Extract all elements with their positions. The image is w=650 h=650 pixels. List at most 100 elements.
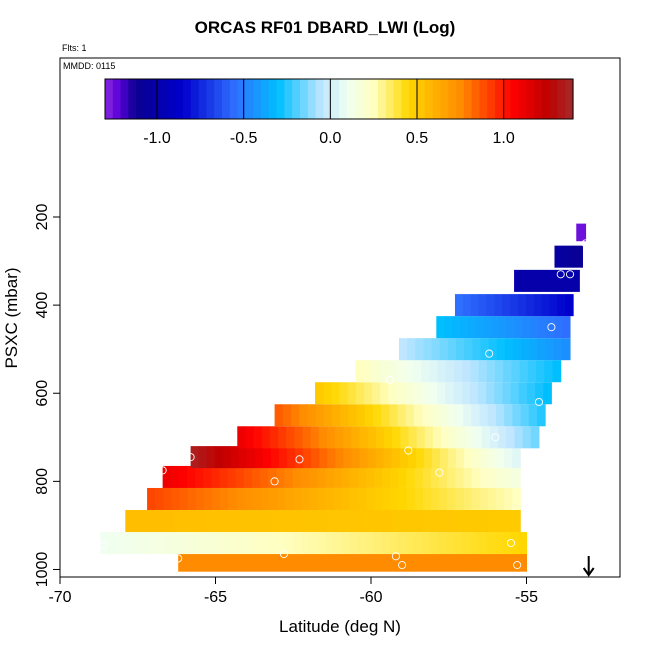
- heatmap-cell: [227, 465, 237, 488]
- heatmap-cell: [286, 426, 295, 449]
- heatmap-cell: [437, 382, 446, 405]
- heatmap-cell: [399, 446, 409, 469]
- heatmap-cell: [333, 465, 342, 488]
- heatmap-cell: [349, 465, 359, 488]
- heatmap-cell: [141, 510, 150, 533]
- heatmap-cell: [544, 360, 553, 383]
- heatmap-cell: [274, 404, 284, 427]
- heatmap-cell: [285, 487, 294, 510]
- y-tick-label: 800: [34, 468, 51, 495]
- heatmap-cell: [507, 316, 516, 339]
- heatmap-cell: [245, 532, 254, 555]
- colorbar: [104, 78, 574, 120]
- colorbar-segment: [463, 79, 473, 119]
- heatmap-cell: [218, 549, 228, 572]
- heatmap-cell: [348, 549, 357, 572]
- heatmap-cell: [331, 382, 340, 405]
- heatmap-cell: [431, 338, 441, 361]
- colorbar-ticks: -1.0 -0.5 0.0 0.5 1.0: [143, 79, 515, 147]
- heatmap-cell: [293, 487, 302, 510]
- heatmap-cell: [407, 338, 416, 361]
- heatmap-cell: [382, 487, 391, 510]
- heatmap-cell: [453, 549, 463, 572]
- heatmap-cell: [342, 510, 352, 533]
- heatmap-cell: [543, 382, 552, 405]
- colorbar-segment: [331, 79, 340, 119]
- heatmap-cell: [408, 426, 418, 449]
- heatmap-cell: [364, 404, 374, 427]
- heatmap-cell: [413, 404, 423, 427]
- heatmap-cell: [529, 338, 538, 361]
- heatmap-cell: [502, 549, 511, 572]
- heatmap-cell: [437, 360, 447, 383]
- y-axis: 200 400 600 800 1000: [34, 204, 60, 587]
- heatmap-cell: [514, 269, 523, 292]
- heatmap-cell: [335, 426, 344, 449]
- colorbar-segment: [128, 79, 137, 119]
- colorbar-segment: [144, 79, 153, 119]
- colorbar-tick-label: 1.0: [493, 130, 515, 147]
- heatmap-cell: [270, 510, 279, 533]
- heatmap-cell: [535, 382, 544, 405]
- heatmap-cell: [162, 465, 172, 488]
- heatmap-cell: [315, 549, 325, 572]
- heatmap-cell: [359, 446, 369, 469]
- heatmap-cell: [502, 532, 511, 555]
- heatmap-cell: [407, 510, 416, 533]
- heatmap-cell: [413, 549, 422, 572]
- heatmap-cell: [545, 338, 555, 361]
- heatmap-cell: [475, 316, 485, 339]
- heatmap-cell: [351, 510, 360, 533]
- data-point: [158, 466, 167, 475]
- heatmap-cell: [268, 465, 277, 488]
- heatmap-cell: [527, 360, 537, 383]
- heatmap-cell: [202, 549, 212, 572]
- colorbar-segment: [151, 79, 161, 119]
- heatmap-cell: [260, 487, 270, 510]
- heatmap-cell: [511, 360, 521, 383]
- heatmap-cells: [100, 223, 587, 572]
- heatmap-cell: [496, 510, 505, 533]
- heatmap-cell: [325, 487, 335, 510]
- colorbar-segment: [222, 79, 231, 119]
- heatmap-cell: [332, 549, 341, 572]
- heatmap-cell: [303, 446, 312, 469]
- heatmap-cell: [404, 382, 414, 405]
- data-point: [547, 323, 556, 332]
- heatmap-cell: [326, 426, 336, 449]
- heatmap-cell: [367, 446, 377, 469]
- heatmap-cell: [333, 487, 343, 510]
- heatmap-cell: [444, 316, 453, 339]
- heatmap-cell: [211, 465, 221, 488]
- heatmap-cell: [494, 549, 503, 572]
- colorbar-segment: [268, 79, 278, 119]
- heatmap-cell: [518, 549, 527, 572]
- colorbar-segment: [253, 79, 262, 119]
- heatmap-cell: [445, 382, 455, 405]
- colorbar-segment: [393, 79, 402, 119]
- heatmap-cell: [125, 510, 134, 533]
- heatmap-cell: [412, 382, 422, 405]
- heatmap-cell: [302, 510, 312, 533]
- colorbar-segment: [120, 79, 129, 119]
- heatmap-cell: [563, 245, 574, 268]
- colorbar-segment: [417, 79, 426, 119]
- colorbar-segment: [190, 79, 200, 119]
- heatmap-cell: [365, 465, 375, 488]
- heatmap-cell: [479, 465, 489, 488]
- heatmap-cell: [436, 316, 445, 339]
- colorbar-segment: [440, 79, 449, 119]
- flights-label: Flts: 1: [62, 43, 87, 53]
- heatmap-cell: [504, 404, 513, 427]
- heatmap-cell: [522, 426, 532, 449]
- heatmap-cell: [279, 446, 288, 469]
- heatmap-cell: [222, 510, 231, 533]
- heatmap-cell: [238, 446, 248, 469]
- heatmap-cell: [384, 426, 393, 449]
- heatmap-cell: [366, 487, 375, 510]
- heatmap-cell: [197, 510, 207, 533]
- heatmap-cell: [429, 360, 439, 383]
- colorbar-segment: [300, 79, 309, 119]
- heatmap-cell: [449, 426, 458, 449]
- heatmap-cell: [165, 510, 175, 533]
